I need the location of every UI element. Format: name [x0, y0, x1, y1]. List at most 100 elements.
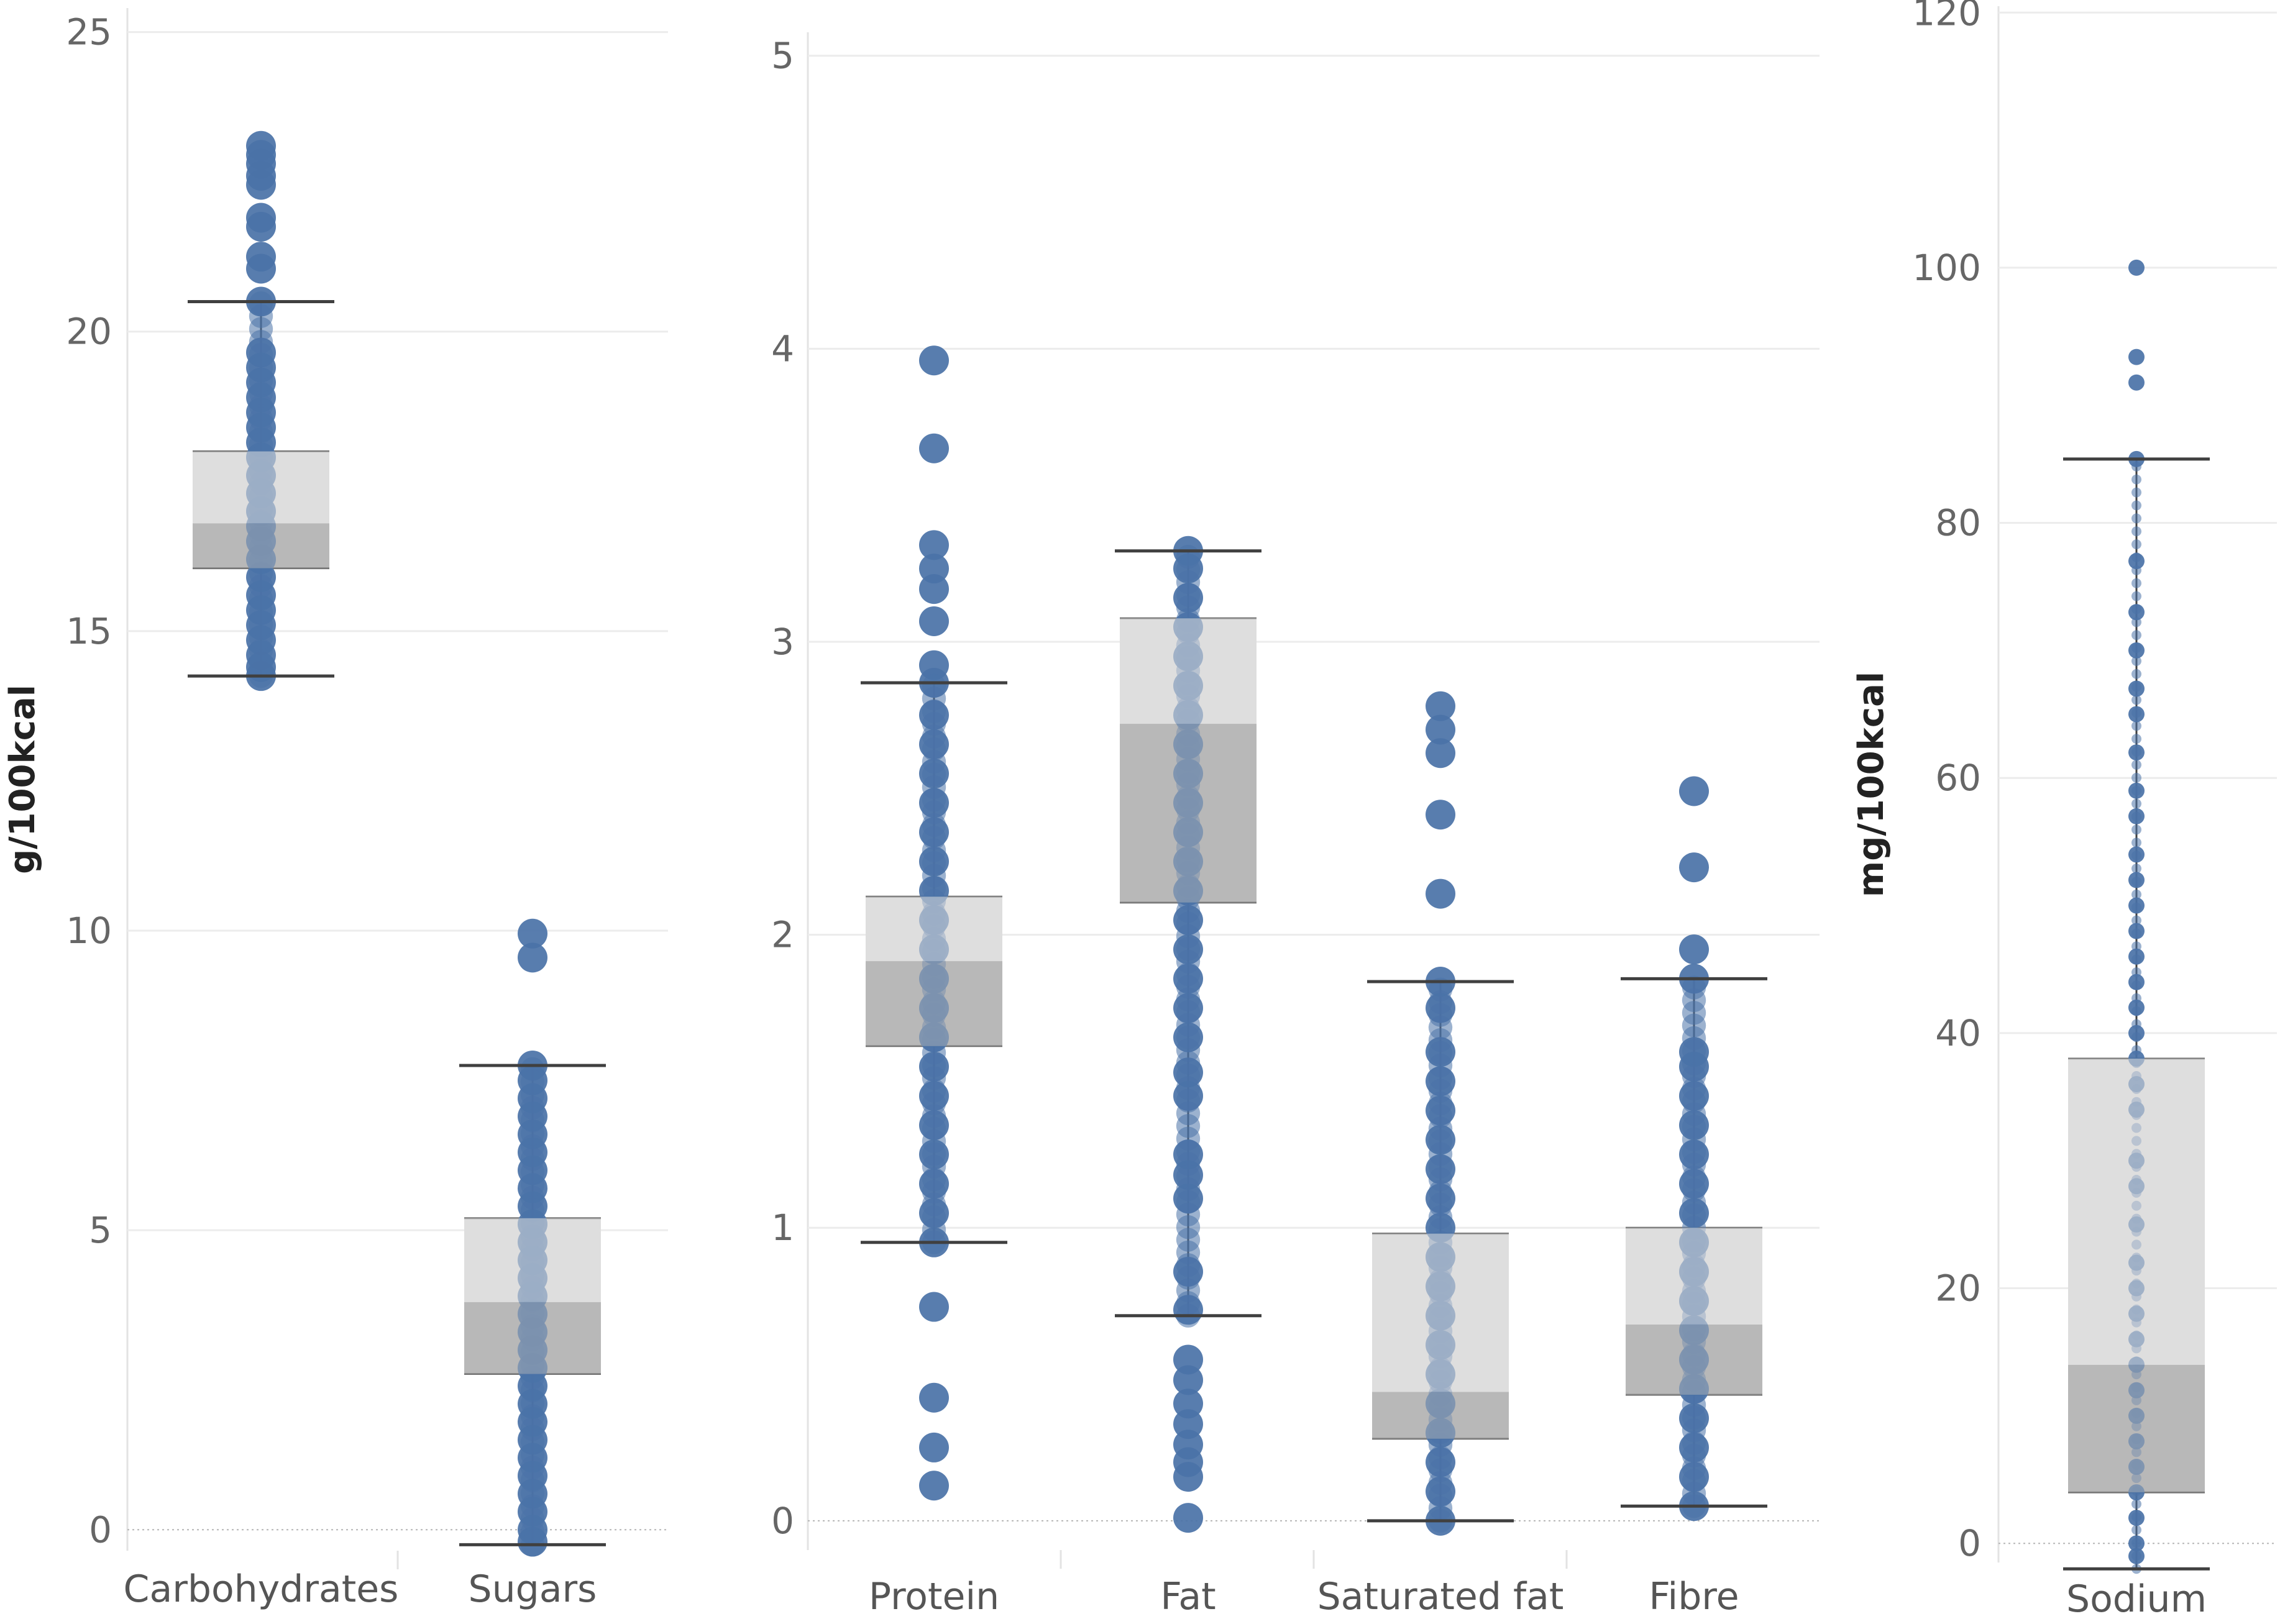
- y-tick-label: 20: [1935, 1267, 1981, 1310]
- data-point: [1679, 852, 1709, 883]
- data-point: [1173, 1409, 1203, 1439]
- data-point: [246, 253, 276, 284]
- data-point-cluster: [2131, 1369, 2141, 1380]
- y-tick-label: 1: [771, 1207, 794, 1249]
- box-upper-overlay: [464, 1218, 601, 1302]
- y-tick-label: 80: [1935, 502, 1981, 544]
- y-tick-label: 120: [1912, 0, 1981, 34]
- data-point: [919, 530, 949, 560]
- box-lower-overlay: [2068, 1364, 2205, 1493]
- data-point-cluster: [2131, 1499, 2141, 1509]
- data-point-cluster: [2131, 1486, 2141, 1497]
- data-point: [919, 1292, 949, 1322]
- data-point: [2128, 374, 2145, 391]
- data-point-cluster: [2131, 500, 2141, 511]
- data-point-cluster: [2131, 604, 2141, 614]
- data-point-cluster: [520, 1057, 545, 1081]
- boxplot-fat: [1115, 536, 1261, 1533]
- data-point-cluster: [2131, 1382, 2141, 1393]
- box-upper-overlay: [1626, 1228, 1762, 1325]
- data-point: [919, 554, 949, 584]
- y-tick-label: 4: [771, 327, 794, 370]
- data-point: [919, 1432, 949, 1462]
- box-lower-overlay: [1372, 1392, 1509, 1439]
- data-point: [919, 1382, 949, 1413]
- data-point: [2128, 349, 2145, 365]
- data-point-cluster: [2131, 682, 2141, 692]
- box-upper-overlay: [193, 451, 329, 524]
- data-point-cluster: [2131, 630, 2141, 641]
- data-point: [2128, 259, 2145, 276]
- data-point-cluster: [922, 673, 946, 698]
- data-point-cluster: [2131, 811, 2141, 822]
- data-point: [1679, 776, 1709, 806]
- box-lower-overlay: [193, 523, 329, 568]
- data-point-cluster: [2131, 513, 2141, 524]
- data-point-cluster: [2131, 565, 2141, 575]
- y-axis-title: mg/100kcal: [1851, 672, 1892, 897]
- box-upper-overlay: [1372, 1233, 1509, 1392]
- y-tick-label: 100: [1912, 247, 1981, 289]
- y-tick-label: 0: [1958, 1522, 1981, 1564]
- data-point-cluster: [2131, 1408, 2141, 1418]
- data-point-cluster: [2131, 552, 2141, 563]
- data-point-cluster: [2131, 1434, 2141, 1444]
- data-point-cluster: [2131, 1045, 2141, 1056]
- data-point: [919, 606, 949, 636]
- data-point-cluster: [2131, 798, 2141, 809]
- y-tick-label: 0: [89, 1508, 112, 1551]
- data-point-cluster: [2131, 824, 2141, 835]
- data-point-cluster: [2131, 1421, 2141, 1431]
- data-point-cluster: [2131, 656, 2141, 667]
- data-point-cluster: [2131, 721, 2141, 731]
- data-point: [246, 170, 276, 200]
- y-tick-label: 3: [771, 621, 794, 663]
- data-point-cluster: [2131, 1473, 2141, 1484]
- y-tick-label: 0: [771, 1500, 794, 1542]
- data-point: [919, 1471, 949, 1501]
- data-point-cluster: [2131, 837, 2141, 848]
- data-point-cluster: [2131, 928, 2141, 939]
- data-point-cluster: [1176, 545, 1201, 569]
- data-point: [1173, 1365, 1203, 1395]
- chart-panel-3: 0 20 40 60 80 100 120 mg/100kcal Sodium: [1851, 0, 2277, 1621]
- boxplot-carbohydrates: [188, 130, 334, 691]
- data-point-cluster: [249, 291, 273, 316]
- data-point-cluster: [2131, 591, 2141, 601]
- data-point-cluster: [2131, 1019, 2141, 1029]
- data-point-cluster: [1682, 975, 1706, 1000]
- data-point-cluster: [2131, 526, 2141, 537]
- y-tick-label: 15: [66, 610, 112, 652]
- data-point-cluster: [2131, 772, 2141, 783]
- box-upper-overlay: [2068, 1058, 2205, 1365]
- data-point-cluster: [2131, 539, 2141, 550]
- x-category-label: Saturated fat: [1317, 1575, 1564, 1618]
- data-point-cluster: [2131, 785, 2141, 796]
- data-point-cluster: [2131, 941, 2141, 952]
- data-point: [1173, 1344, 1203, 1375]
- y-tick-label: 2: [771, 914, 794, 956]
- x-category-label: Fibre: [1649, 1575, 1739, 1618]
- box-lower-overlay: [866, 961, 1002, 1046]
- data-point-cluster: [2131, 747, 2141, 757]
- data-point: [919, 345, 949, 376]
- data-point-cluster: [2131, 474, 2141, 485]
- data-point-cluster: [2131, 734, 2141, 744]
- boxplot-sugars: [459, 918, 606, 1557]
- y-tick-label: 5: [771, 35, 794, 77]
- data-point: [919, 574, 949, 604]
- box-lower-overlay: [1120, 724, 1257, 903]
- data-point-cluster: [2131, 668, 2141, 679]
- data-point-cluster: [2131, 1512, 2141, 1522]
- data-point: [1173, 1389, 1203, 1419]
- data-point: [518, 918, 547, 949]
- y-tick-label: 25: [66, 11, 112, 53]
- boxplot-fibre: [1621, 776, 1767, 1521]
- data-point-cluster: [2131, 1032, 2141, 1042]
- chart-panel-2: 0 1 2 3 4 5 Protein Fat Saturated fat Fibre: [771, 32, 1820, 1618]
- data-point-cluster: [2131, 708, 2141, 718]
- box-upper-overlay: [866, 896, 1002, 962]
- data-point-cluster: [2131, 1447, 2141, 1457]
- data-point-cluster: [2131, 954, 2141, 965]
- x-category-label: Carbohydrates: [124, 1567, 399, 1611]
